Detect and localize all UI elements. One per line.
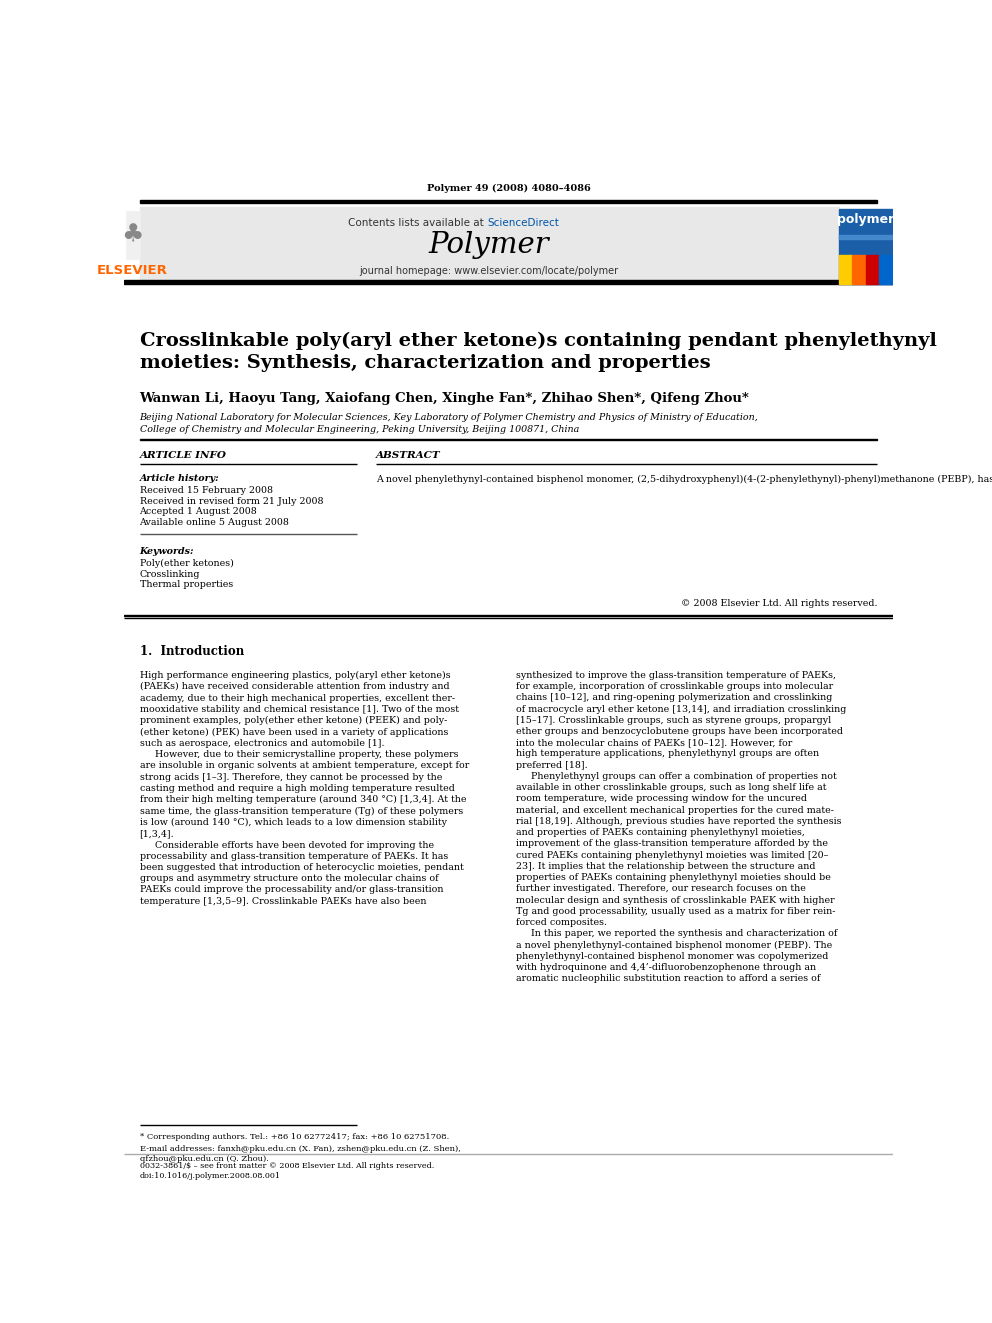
Text: College of Chemistry and Molecular Engineering, Peking University, Beijing 10087: College of Chemistry and Molecular Engin… (140, 425, 578, 434)
Text: Thermal properties: Thermal properties (140, 579, 233, 589)
Bar (866, 255, 879, 283)
Text: Accepted 1 August 2008: Accepted 1 August 2008 (140, 507, 257, 516)
Bar (838, 209, 893, 283)
Text: Crosslinking: Crosslinking (140, 570, 200, 578)
Text: Polymer: Polymer (429, 232, 550, 259)
Text: Received 15 February 2008: Received 15 February 2008 (140, 487, 273, 495)
Text: doi:10.1016/j.polymer.2008.08.001: doi:10.1016/j.polymer.2008.08.001 (140, 1172, 281, 1180)
Text: ♣: ♣ (121, 224, 144, 247)
Text: Contents lists available at: Contents lists available at (348, 218, 487, 228)
Text: High performance engineering plastics, poly(aryl ether ketone)s
(PAEKs) have rec: High performance engineering plastics, p… (140, 671, 469, 906)
Text: * Corresponding authors. Tel.: +86 10 62772417; fax: +86 10 62751708.: * Corresponding authors. Tel.: +86 10 62… (140, 1132, 448, 1140)
Text: A novel phenylethynyl-contained bisphenol monomer, (2,5-dihydroxyphenyl)(4-(2-ph: A novel phenylethynyl-contained bispheno… (376, 475, 992, 484)
Text: Available online 5 August 2008: Available online 5 August 2008 (140, 517, 290, 527)
Bar (140, 201, 877, 204)
Text: 1.  Introduction: 1. Introduction (140, 646, 244, 659)
Text: Wanwan Li, Haoyu Tang, Xaiofang Chen, Xinghe Fan*, Zhihao Shen*, Qifeng Zhou*: Wanwan Li, Haoyu Tang, Xaiofang Chen, Xi… (140, 392, 749, 405)
Text: polymer: polymer (837, 213, 895, 226)
Text: ABSTRACT: ABSTRACT (376, 451, 440, 460)
Bar (126, 212, 140, 259)
Bar (838, 235, 893, 238)
Text: Article history:: Article history: (140, 475, 219, 483)
Text: Keywords:: Keywords: (140, 548, 194, 556)
Text: Polymer 49 (2008) 4080–4086: Polymer 49 (2008) 4080–4086 (427, 184, 590, 193)
Text: Beijing National Laboratory for Molecular Sciences, Key Laboratory of Polymer Ch: Beijing National Laboratory for Molecula… (140, 413, 758, 422)
Text: Poly(ether ketones): Poly(ether ketones) (140, 560, 233, 569)
Text: 0032-3861/$ – see front matter © 2008 Elsevier Ltd. All rights reserved.: 0032-3861/$ – see front matter © 2008 El… (140, 1162, 434, 1170)
Text: Received in revised form 21 July 2008: Received in revised form 21 July 2008 (140, 497, 323, 505)
Text: ARTICLE INFO: ARTICLE INFO (140, 451, 226, 460)
Bar (140, 208, 838, 280)
Text: © 2008 Elsevier Ltd. All rights reserved.: © 2008 Elsevier Ltd. All rights reserved… (681, 599, 877, 609)
Bar (124, 615, 893, 617)
Text: E-mail addresses: fanxh@pku.edu.cn (X. Fan), zshen@pku.edu.cn (Z. Shen),
qfzhou@: E-mail addresses: fanxh@pku.edu.cn (X. F… (140, 1144, 460, 1163)
Bar (124, 280, 893, 284)
Bar (879, 255, 893, 283)
Text: ScienceDirect: ScienceDirect (487, 218, 559, 228)
Text: ELSEVIER: ELSEVIER (97, 263, 168, 277)
Text: journal homepage: www.elsevier.com/locate/polymer: journal homepage: www.elsevier.com/locat… (359, 266, 619, 277)
Text: Crosslinkable poly(aryl ether ketone)s containing pendant phenylethynyl
moieties: Crosslinkable poly(aryl ether ketone)s c… (140, 332, 936, 372)
Bar (852, 255, 866, 283)
Bar (838, 255, 852, 283)
Text: synthesized to improve the glass-transition temperature of PAEKs,
for example, i: synthesized to improve the glass-transit… (516, 671, 846, 983)
